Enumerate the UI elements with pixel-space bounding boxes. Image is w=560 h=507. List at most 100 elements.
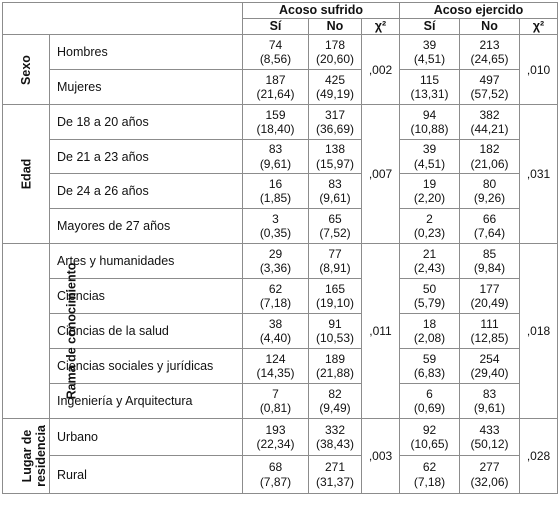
- percent-value: (38,43): [315, 437, 355, 451]
- percent-value: (7,52): [319, 226, 351, 240]
- results-table: Acoso sufrido Acoso ejercido Sí No χ² Sí…: [2, 2, 559, 494]
- group-label: Lugar de residencia: [20, 425, 48, 487]
- cell-e-si: 50 (5,79): [399, 278, 461, 314]
- count-value: 21: [422, 246, 437, 261]
- percent-value: (0,23): [413, 226, 446, 240]
- cell-e-si: 39 (4,51): [399, 34, 461, 70]
- row-label: De 18 a 20 años: [49, 104, 243, 140]
- cell-s-si: 74 (8,56): [242, 34, 309, 70]
- chi-sufrido: ,007: [360, 104, 401, 244]
- cell-s-no: 82 (9,49): [308, 383, 362, 419]
- header-sufrido-si: Sí: [242, 18, 309, 35]
- group-label: Edad: [19, 158, 33, 190]
- percent-value: (18,40): [256, 122, 295, 136]
- count-value: 59: [422, 351, 437, 366]
- header-sufrido-no: No: [308, 18, 362, 35]
- cell-e-no: 111 (12,85): [459, 313, 521, 349]
- percent-value: (57,52): [470, 87, 509, 101]
- count-value: 66: [482, 211, 497, 226]
- count-value: 111: [480, 316, 499, 331]
- count-value: 65: [328, 211, 342, 226]
- cell-s-si: 193 (22,34): [242, 418, 309, 456]
- group-label-cell: Rama de conocimiento: [2, 243, 78, 419]
- header-sufrido-chi: χ²: [360, 18, 401, 35]
- table-row: Sexo Hombres 74 (8,56) 178 (20,60) ,002 39 (4,51…: [2, 34, 559, 105]
- count-value: 177: [479, 281, 500, 296]
- percent-value: (19,10): [315, 296, 355, 310]
- group-label-line: residencia: [33, 425, 48, 487]
- count-value: 85: [482, 246, 497, 261]
- percent-value: (13,31): [410, 87, 449, 101]
- cell-e-no: 433 (50,12): [459, 418, 521, 456]
- cell-s-si: 124 (14,35): [242, 348, 309, 384]
- count-value: 189: [324, 351, 346, 366]
- header-row-groups: Acoso sufrido Acoso ejercido: [2, 2, 559, 35]
- count-value: 68: [268, 460, 283, 474]
- percent-value: (4,40): [259, 331, 292, 345]
- percent-value: (9,61): [259, 156, 292, 171]
- count-value: 39: [422, 37, 437, 52]
- percent-value: (21,64): [256, 87, 295, 101]
- percent-value: (9,26): [473, 191, 506, 205]
- group-label: Sexo: [18, 54, 33, 85]
- table-row: Ingeniería y Arquitectura 7 (0,81) 82 (9,49)…: [3, 383, 558, 419]
- row-label: De 24 a 26 años: [49, 173, 243, 209]
- row-label: Ciencias de la salud: [49, 313, 243, 349]
- count-value: 497: [479, 72, 500, 87]
- cell-s-si: 3 (0,35): [242, 208, 309, 244]
- cell-e-no: 213 (24,65): [459, 34, 521, 70]
- cell-e-no: 66 (7,64): [459, 208, 521, 244]
- count-value: 6: [426, 386, 433, 401]
- percent-value: (24,65): [470, 52, 509, 66]
- cell-e-no: 277 (32,06): [459, 455, 521, 494]
- percent-value: (15,97): [315, 156, 355, 171]
- cell-s-no: 65 (7,52): [308, 208, 362, 244]
- percent-value: (49,19): [315, 87, 355, 101]
- cell-e-no: 254 (29,40): [459, 348, 521, 384]
- row-label: Mujeres: [49, 69, 243, 105]
- chi-sufrido: ,011: [360, 243, 401, 419]
- header-ejercido-si: Sí: [399, 18, 461, 35]
- cell-e-no: 497 (57,52): [459, 69, 521, 105]
- count-value: 317: [324, 107, 346, 122]
- header-acoso-ejercido: Acoso ejercido: [399, 2, 559, 19]
- cell-s-si: 159 (18,40): [242, 104, 309, 140]
- chi-ejercido: ,010: [519, 34, 559, 105]
- cell-s-si: 187 (21,64): [242, 69, 309, 105]
- chi-ejercido: ,031: [519, 104, 559, 244]
- percent-value: (20,49): [470, 296, 509, 310]
- percent-value: (36,69): [315, 122, 355, 136]
- header-row-subcols: Sí No χ² Sí No χ²: [3, 18, 559, 35]
- cell-s-no: 317 (36,69): [308, 104, 362, 140]
- percent-value: (29,40): [470, 366, 509, 380]
- cell-e-si: 19 (2,20): [399, 173, 461, 209]
- count-value: 94: [422, 107, 437, 122]
- percent-value: (10,53): [315, 331, 355, 345]
- cell-e-si: 62 (7,18): [399, 455, 461, 494]
- count-value: 382: [479, 107, 500, 122]
- percent-value: (44,21): [470, 122, 509, 136]
- cell-e-no: 177 (20,49): [459, 278, 521, 314]
- count-value: 80: [482, 176, 497, 191]
- cell-e-si: 39 (4,51): [399, 139, 461, 174]
- count-value: 115: [419, 72, 440, 87]
- percent-value: (8,91): [319, 261, 351, 275]
- percent-value: (0,69): [413, 401, 446, 415]
- count-value: 82: [328, 386, 342, 401]
- cell-s-si: 83 (9,61): [242, 139, 309, 174]
- table-row: Mujeres 187 (21,64) 425 (49,19) 115 (13,31) 497…: [3, 69, 558, 105]
- table-row: Ciencias de la salud 38 (4,40) 91 (10,53) 18(…: [3, 313, 558, 349]
- percent-value: (4,51): [413, 156, 446, 171]
- header-acoso-sufrido: Acoso sufrido: [241, 2, 401, 19]
- cell-e-si: 6 (0,69): [399, 383, 461, 419]
- count-value: 193: [265, 422, 286, 437]
- table-row: De 21 a 23 años 83 (9,61) 138 (15,97) 39 (4,51…: [3, 139, 558, 174]
- cell-e-si: 21 (2,43): [399, 243, 461, 279]
- percent-value: (32,06): [470, 474, 509, 489]
- percent-value: (21,06): [470, 156, 509, 171]
- count-value: 165: [324, 281, 346, 296]
- percent-value: (7,87): [259, 474, 292, 489]
- percent-value: (10,88): [410, 122, 449, 136]
- percent-value: (2,20): [413, 191, 446, 205]
- percent-value: (31,37): [315, 474, 355, 489]
